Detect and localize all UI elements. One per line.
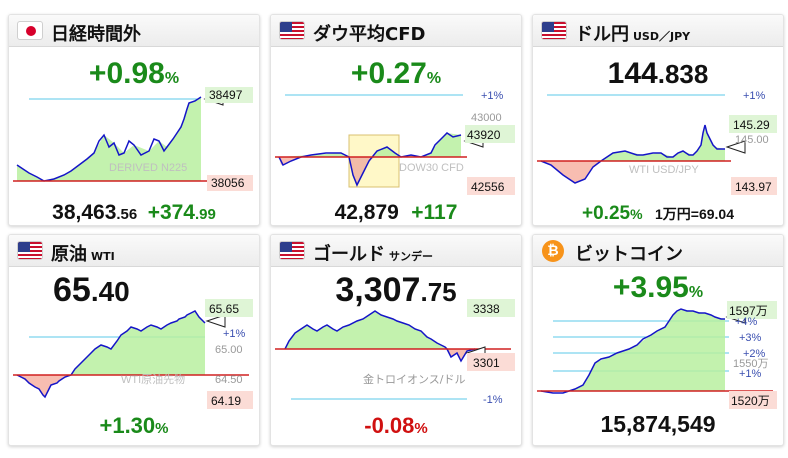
upper-level-label: 145.29 bbox=[733, 118, 770, 132]
current-price-arrow-icon bbox=[725, 310, 746, 324]
chart-watermark: DOW30 CFD bbox=[399, 162, 464, 174]
card-title: ビットコイン bbox=[575, 244, 683, 265]
lower-level-label: 1520万 bbox=[731, 394, 770, 408]
card-title: ドル円 USD／JPY bbox=[575, 24, 691, 45]
bitcoin-card[interactable]: ₿ ビットコイン +3.95% 1597万 +4% +3% +2% 1550万 … bbox=[532, 234, 784, 446]
upper-level-label: 43000 bbox=[471, 112, 502, 124]
card-header: 原油 WTI bbox=[9, 235, 259, 267]
pct2-line-label: +2% bbox=[743, 348, 766, 360]
price-headline: 144.838 bbox=[607, 57, 709, 90]
japan-flag-icon bbox=[17, 21, 43, 40]
card-header: 日経時間外 bbox=[9, 15, 259, 47]
pct1-line-label: +1% bbox=[739, 368, 762, 380]
chart-watermark: WTI USD/JPY bbox=[629, 164, 699, 176]
card-title: 原油 WTI bbox=[51, 244, 115, 265]
lower-level-label: 42556 bbox=[471, 180, 505, 194]
card-header: ₿ ビットコイン bbox=[533, 235, 783, 267]
mid-level-label: 65.00 bbox=[215, 344, 243, 356]
price-headline: 3,307.75 bbox=[335, 271, 457, 309]
change-footer: +1.30% bbox=[99, 413, 169, 438]
pct3-line-label: +3% bbox=[739, 332, 762, 344]
chart-watermark: WTI原油先物 bbox=[121, 372, 185, 386]
upper-level-label: 1597万 bbox=[729, 304, 768, 318]
lower-level-label: 143.97 bbox=[735, 180, 772, 194]
price-footer: +0.25% 1万円=69.04 bbox=[582, 203, 734, 224]
chart-watermark: 金トロイオンス/ドル bbox=[363, 372, 466, 386]
usdjpy-card[interactable]: ドル円 USD／JPY 144.838 +1% 145.29 145.00 WTI… bbox=[532, 14, 784, 226]
lower-level-label: 38056 bbox=[211, 176, 245, 190]
card-title: 日経時間外 bbox=[51, 24, 141, 45]
change-footer: -0.08% bbox=[364, 413, 428, 438]
us-flag-icon bbox=[17, 241, 43, 260]
nikkei-card[interactable]: 日経時間外 +0.98% DERIVED N225 38497 38056 38… bbox=[8, 14, 260, 226]
chart-watermark: DERIVED N225 bbox=[109, 162, 187, 174]
card-title: ダウ平均CFD bbox=[313, 24, 426, 45]
wti-crude-card[interactable]: 原油 WTI 65.40 65.65 +1% 65.00 WTI原油先物 64.5… bbox=[8, 234, 260, 446]
pct-line-label: -1% bbox=[483, 394, 503, 406]
bitcoin-icon: ₿ bbox=[542, 240, 564, 262]
card-header: ダウ平均CFD bbox=[271, 15, 521, 47]
current-price-arrow-icon bbox=[463, 134, 484, 148]
pct-line-label: +1% bbox=[481, 90, 504, 102]
card-header: ドル円 USD／JPY bbox=[533, 15, 783, 47]
dow-cfd-card[interactable]: ダウ平均CFD +0.27% +1% 43000 43920 DOW30 CFD… bbox=[270, 14, 522, 226]
price-footer: 38,463.56 +374.99 bbox=[52, 201, 216, 224]
pct-line-label: +1% bbox=[223, 328, 246, 340]
us-flag-icon bbox=[279, 21, 305, 40]
us-flag-icon bbox=[279, 241, 305, 260]
current-level-label: 43920 bbox=[467, 128, 501, 142]
current-price-arrow-icon bbox=[465, 346, 486, 360]
us-flag-icon bbox=[541, 21, 567, 40]
gold-card[interactable]: ゴールド サンデー 3,307.75 3338 3301 金トロイオンス/ドル -… bbox=[270, 234, 522, 446]
card-header: ゴールド サンデー bbox=[271, 235, 521, 267]
price-headline: 65.40 bbox=[53, 271, 130, 309]
current-price-arrow-icon bbox=[205, 314, 226, 328]
lower-level-label: 3301 bbox=[473, 356, 500, 370]
low-level-label: 64.50 bbox=[215, 374, 243, 386]
price-footer: 15,874,549 bbox=[600, 411, 716, 437]
change-percent: +3.95% bbox=[612, 271, 704, 304]
current-price-arrow-icon bbox=[725, 140, 746, 154]
card-title: ゴールド サンデー bbox=[313, 244, 433, 265]
change-percent: +0.27% bbox=[350, 57, 442, 90]
pct4-line-label: +4% bbox=[735, 316, 758, 328]
current-price-arrow-icon bbox=[203, 92, 224, 106]
mid-level-label: 1550万 bbox=[733, 358, 768, 370]
pct-line-label: +1% bbox=[743, 90, 766, 102]
lower-level-label: 64.19 bbox=[211, 394, 241, 408]
price-footer: 42,879 +117 bbox=[334, 201, 458, 224]
mid-level-label: 145.00 bbox=[735, 134, 769, 146]
change-percent: +0.98% bbox=[88, 57, 180, 90]
